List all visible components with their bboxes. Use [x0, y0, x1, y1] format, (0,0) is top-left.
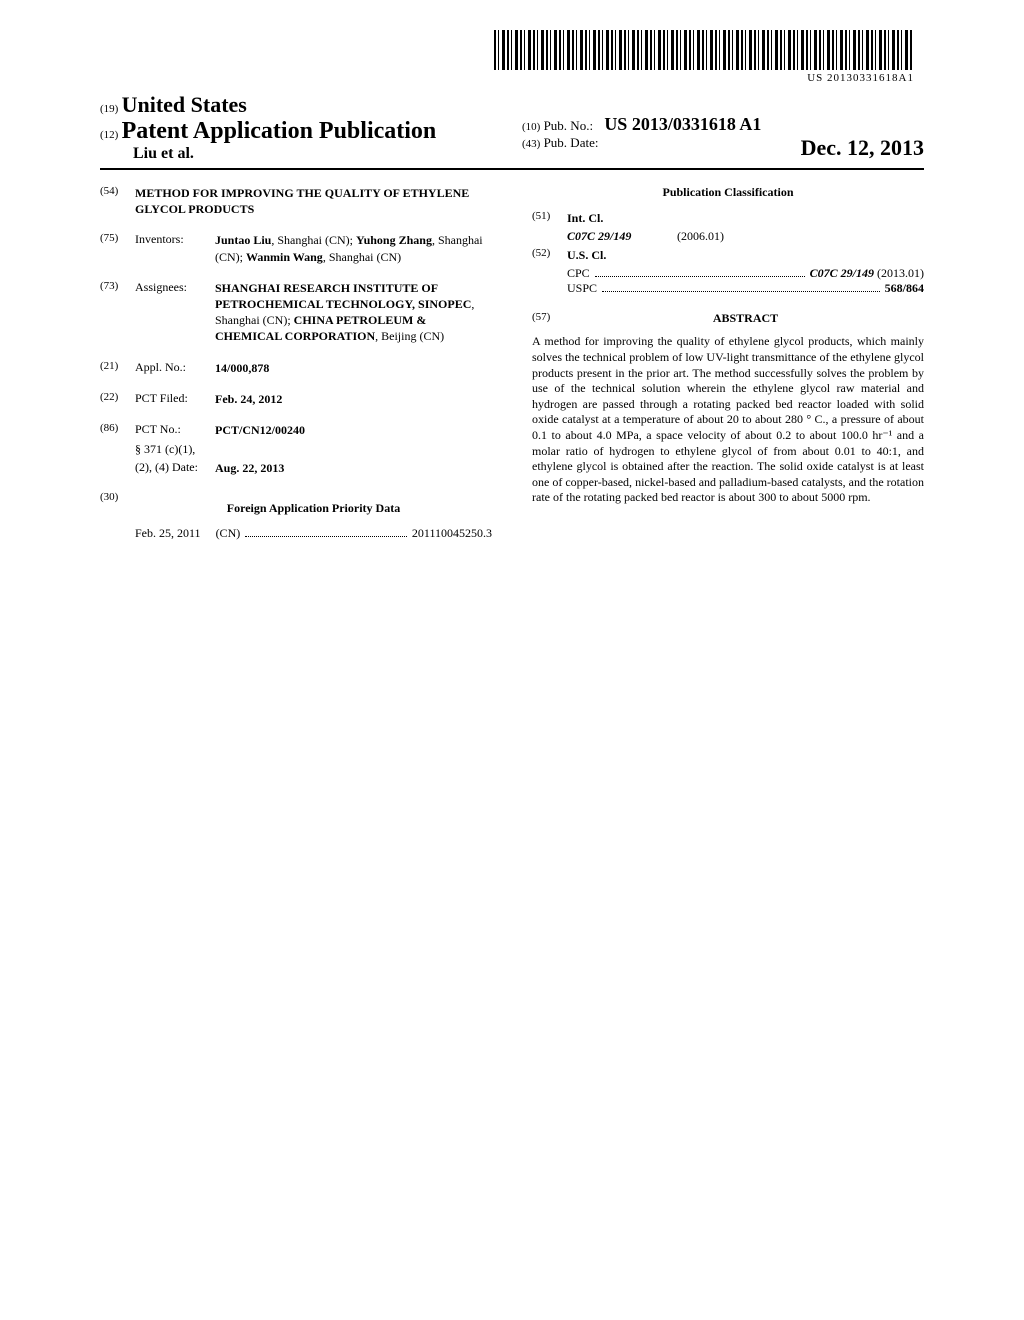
- pctno-sub2-row: (2), (4) Date: Aug. 22, 2013: [100, 460, 492, 476]
- priority-date: Feb. 25, 2011: [135, 526, 201, 541]
- priority-country: (CN): [216, 526, 241, 541]
- intcl-version: (2006.01): [677, 229, 724, 244]
- right-column: Publication Classification (51) Int. Cl.…: [532, 185, 924, 541]
- abstract-section-header: (57) ABSTRACT: [532, 311, 924, 334]
- applno-label: Appl. No.:: [135, 360, 215, 376]
- kind-code: (12): [100, 129, 118, 141]
- pctno-sub2-value: Aug. 22, 2013: [215, 460, 284, 476]
- abstract-code: (57): [532, 311, 567, 334]
- dotted-line: [602, 282, 880, 292]
- pctno-value: PCT/CN12/00240: [215, 422, 305, 438]
- barcode-bars: [494, 30, 914, 70]
- classification-header: Publication Classification: [532, 185, 924, 200]
- kind-row: (12) Patent Application Publication: [100, 118, 502, 145]
- barcode-region: US 20130331618A1: [100, 30, 914, 84]
- left-column: (54) METHOD FOR IMPROVING THE QUALITY OF…: [100, 185, 492, 541]
- document-header: (19) United States (12) Patent Applicati…: [100, 92, 924, 170]
- pctno-sub2-label: (2), (4) Date:: [135, 460, 215, 476]
- pctno-sub1: § 371 (c)(1),: [135, 441, 195, 457]
- pubdate-code: (43): [522, 138, 540, 150]
- assignees-label: Assignees:: [135, 280, 215, 345]
- country-code: (19): [100, 103, 118, 115]
- applno-section: (21) Appl. No.: 14/000,878: [100, 360, 492, 376]
- title-code: (54): [100, 185, 135, 217]
- header-right: (10) Pub. No.: US 2013/0331618 A1 (43) P…: [502, 92, 924, 163]
- abstract-body: A method for improving the quality of et…: [532, 334, 924, 506]
- pctfiled-value: Feb. 24, 2012: [215, 391, 282, 407]
- main-content: (54) METHOD FOR IMPROVING THE QUALITY OF…: [100, 185, 924, 541]
- uspc-row: USPC 568/864: [567, 281, 924, 296]
- title-section: (54) METHOD FOR IMPROVING THE QUALITY OF…: [100, 185, 492, 217]
- cpc-class: C07C 29/149: [810, 266, 874, 281]
- assignee-name-0: SHANGHAI RESEARCH INSTITUTE OF PETROCHEM…: [215, 281, 471, 311]
- inventors-body: Juntao Liu, Shanghai (CN); Yuhong Zhang,…: [215, 232, 492, 264]
- priority-number: 201110045250.3: [412, 526, 492, 541]
- uscl-code: (52): [532, 247, 567, 263]
- cpc-row: CPC C07C 29/149 (2013.01): [567, 266, 924, 281]
- inventors-code: (75): [100, 232, 135, 264]
- pubdate-value: Dec. 12, 2013: [801, 135, 924, 161]
- uscl-label: U.S. Cl.: [567, 247, 606, 263]
- assignees-code: (73): [100, 280, 135, 345]
- pubdate-label: Pub. Date:: [544, 135, 599, 150]
- priority-section: (30) Foreign Application Priority Data F…: [100, 491, 492, 541]
- uspc-value: 568/864: [885, 281, 924, 296]
- title-text: METHOD FOR IMPROVING THE QUALITY OF ETHY…: [135, 185, 492, 217]
- cpc-version: (2013.01): [877, 266, 924, 281]
- intcl-class: C07C 29/149: [567, 229, 677, 244]
- kind-label: Patent Application Publication: [122, 118, 437, 144]
- pubno-label: Pub. No.:: [544, 118, 593, 133]
- assignees-body: SHANGHAI RESEARCH INSTITUTE OF PETROCHEM…: [215, 280, 492, 345]
- uscl-section: (52) U.S. Cl.: [532, 247, 924, 263]
- header-left: (19) United States (12) Patent Applicati…: [100, 92, 502, 163]
- pctno-section: (86) PCT No.: PCT/CN12/00240: [100, 422, 492, 438]
- priority-row: Feb. 25, 2011 (CN) 201110045250.3: [135, 526, 492, 541]
- applno-code: (21): [100, 360, 135, 376]
- intcl-section: (51) Int. Cl.: [532, 210, 924, 226]
- pctno-code: (86): [100, 422, 135, 438]
- country-row: (19) United States: [100, 92, 502, 118]
- priority-code: (30): [100, 491, 135, 526]
- dotted-line: [595, 267, 805, 277]
- inventor-name-2: Wanmin Wang: [246, 250, 323, 264]
- inventor-loc-0: , Shanghai (CN);: [271, 233, 356, 247]
- uspc-label: USPC: [567, 281, 597, 296]
- inventor-loc-2: , Shanghai (CN): [323, 250, 401, 264]
- abstract-header: ABSTRACT: [567, 311, 924, 326]
- intcl-code: (51): [532, 210, 567, 226]
- cpc-label: CPC: [567, 266, 590, 281]
- country-name: United States: [122, 92, 247, 117]
- assignee-loc-1: , Beijing (CN): [375, 329, 444, 343]
- inventors-label: Inventors:: [135, 232, 215, 264]
- pubno-value: US 2013/0331618 A1: [604, 114, 761, 134]
- pctfiled-code: (22): [100, 391, 135, 407]
- intcl-row: C07C 29/149 (2006.01): [567, 229, 924, 244]
- priority-header: Foreign Application Priority Data: [135, 501, 492, 516]
- pctno-label: PCT No.:: [135, 422, 215, 438]
- inventor-name-1: Yuhong Zhang: [356, 233, 432, 247]
- pubno-code: (10): [522, 121, 540, 133]
- inventor-name-0: Juntao Liu: [215, 233, 271, 247]
- intcl-label: Int. Cl.: [567, 210, 603, 226]
- assignees-section: (73) Assignees: SHANGHAI RESEARCH INSTIT…: [100, 280, 492, 345]
- authors: Liu et al.: [133, 145, 502, 163]
- pctfiled-section: (22) PCT Filed: Feb. 24, 2012: [100, 391, 492, 407]
- dotted-line: [245, 527, 407, 537]
- inventors-section: (75) Inventors: Juntao Liu, Shanghai (CN…: [100, 232, 492, 264]
- barcode-text: US 20130331618A1: [807, 72, 914, 84]
- pubno-row: (10) Pub. No.: US 2013/0331618 A1: [522, 114, 924, 135]
- applno-value: 14/000,878: [215, 360, 269, 376]
- pctfiled-label: PCT Filed:: [135, 391, 215, 407]
- pctno-sub1-row: § 371 (c)(1),: [100, 441, 492, 457]
- pubdate-row: (43) Pub. Date: Dec. 12, 2013: [522, 135, 924, 161]
